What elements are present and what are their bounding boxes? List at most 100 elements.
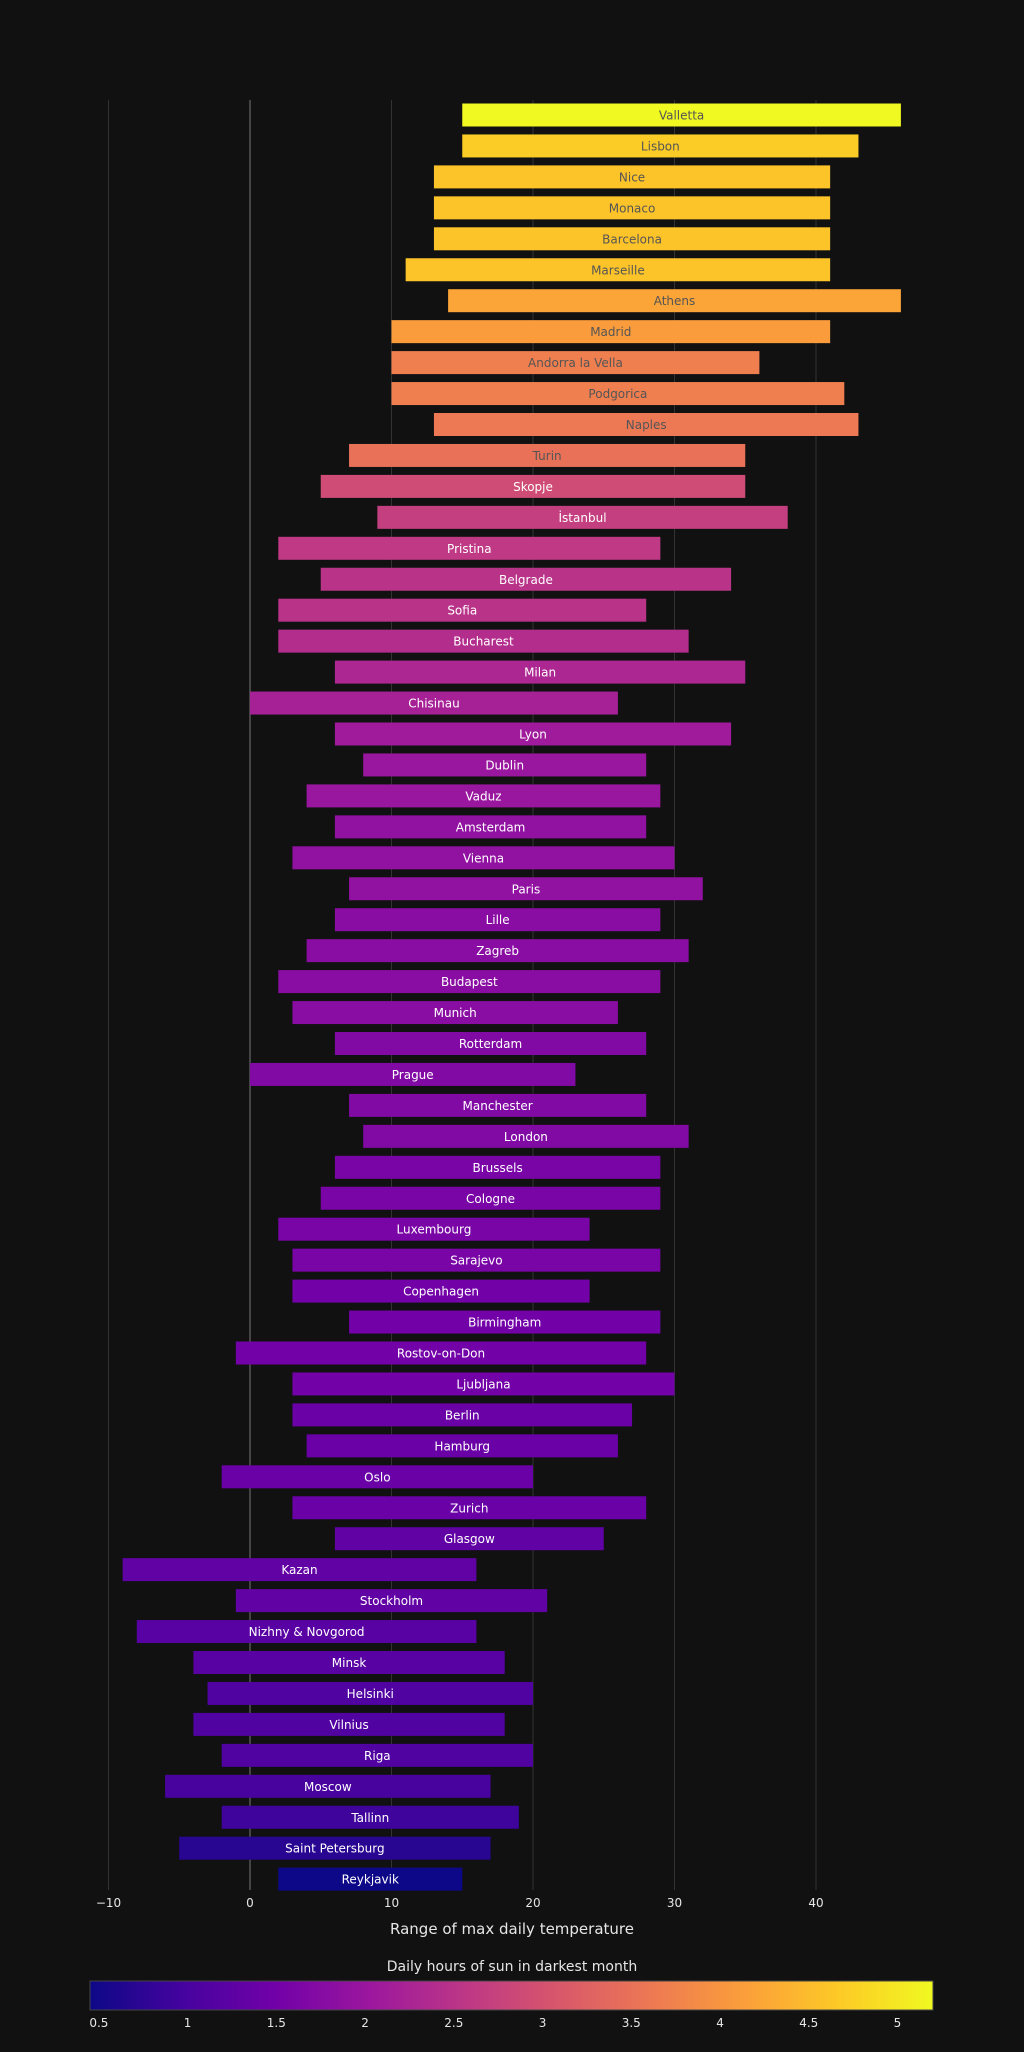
bar[interactable] [377, 505, 788, 529]
bar-label: Milan [524, 666, 556, 680]
bar[interactable] [448, 289, 901, 313]
bar[interactable] [320, 474, 746, 498]
colorbar-tick-label: 1 [184, 2016, 192, 2030]
bar[interactable] [405, 258, 831, 282]
colorbar-tick-label: 4 [716, 2016, 724, 2030]
bar-label: Barcelona [602, 232, 662, 246]
bar-label: Marseille [591, 263, 645, 277]
bar[interactable] [278, 598, 647, 622]
bar-group: Saint Petersburg [179, 1836, 491, 1860]
bar[interactable] [334, 1527, 604, 1551]
bar-label: Nice [619, 170, 645, 184]
bar-label: Vilnius [329, 1718, 368, 1732]
bar-group: Brussels [334, 1155, 661, 1179]
bar-group: Vienna [292, 846, 675, 870]
bar-label: Prague [392, 1068, 434, 1082]
bar-group: Milan [334, 660, 746, 684]
bar[interactable] [349, 1310, 661, 1334]
bar[interactable] [334, 1155, 661, 1179]
bar[interactable] [320, 1186, 661, 1210]
bar[interactable] [292, 1403, 633, 1427]
bar[interactable] [278, 1217, 590, 1241]
bar[interactable] [349, 877, 703, 901]
bar[interactable] [292, 1372, 675, 1396]
bar[interactable] [235, 1341, 647, 1365]
bar[interactable] [193, 1651, 505, 1674]
bar-group: Nice [433, 165, 831, 189]
bar[interactable] [334, 660, 746, 684]
bar[interactable] [193, 1712, 505, 1736]
bar[interactable] [292, 1248, 661, 1272]
bar[interactable] [179, 1836, 491, 1860]
bar[interactable] [136, 1620, 477, 1644]
bar[interactable] [334, 908, 661, 932]
bar[interactable] [278, 970, 661, 994]
bar-group: Oslo [221, 1465, 533, 1489]
bar[interactable] [278, 536, 661, 560]
bar-group: Hamburg [306, 1434, 618, 1458]
bar[interactable] [235, 1589, 548, 1613]
bar[interactable] [363, 753, 647, 777]
bar[interactable] [221, 1465, 533, 1489]
bar[interactable] [363, 1124, 689, 1148]
colorbar-ticks: 0.5 1 1.5 2 2.5 3 3.5 4 4.5 5 [89, 2016, 901, 2030]
bar[interactable] [292, 846, 675, 870]
bar[interactable] [433, 227, 831, 251]
bar-label: Vienna [463, 851, 504, 865]
bar-label: Luxembourg [397, 1223, 472, 1237]
bar-label: Oslo [364, 1470, 390, 1484]
bar-label: Andorra la Vella [528, 356, 623, 370]
bar[interactable] [250, 1062, 576, 1086]
bar[interactable] [391, 351, 760, 375]
colorbar-tick-label: 2.5 [444, 2016, 463, 2030]
bar[interactable] [334, 815, 647, 839]
bar-label: Hamburg [434, 1439, 490, 1453]
bars-layer: Valletta Lisbon Nice Monaco Barcelona Marseil… [122, 103, 901, 1891]
bar[interactable] [292, 1001, 618, 1025]
bar[interactable] [433, 196, 831, 220]
bar[interactable] [349, 443, 746, 467]
bar-label: Sofia [447, 604, 477, 618]
x-axis: −10 0 10 20 30 40 [96, 1896, 824, 1910]
bar[interactable] [433, 165, 831, 189]
bar[interactable] [207, 1681, 534, 1705]
bar[interactable] [334, 1032, 647, 1055]
bar-label: Helsinki [347, 1687, 394, 1701]
bar[interactable] [462, 103, 901, 127]
bar-label: Vaduz [465, 789, 501, 803]
bar[interactable] [221, 1743, 533, 1767]
bar[interactable] [306, 784, 661, 808]
bar-group: Lisbon [462, 134, 859, 158]
bar[interactable] [306, 1434, 618, 1458]
bar-group: Sarajevo [292, 1248, 661, 1272]
bar-label: Brussels [473, 1161, 523, 1175]
bar-label: Kazan [281, 1563, 317, 1577]
bar[interactable] [278, 1867, 463, 1891]
bar[interactable] [391, 382, 845, 406]
bar[interactable] [320, 567, 732, 591]
bar-group: Lyon [334, 722, 732, 746]
bar-group: Berlin [292, 1403, 633, 1427]
bar-label: Zagreb [476, 944, 519, 958]
bar-group: Dublin [363, 753, 647, 777]
bar[interactable] [391, 320, 831, 344]
bar[interactable] [278, 629, 689, 653]
bar[interactable] [433, 413, 859, 436]
bar[interactable] [221, 1805, 519, 1829]
bar-label: Manchester [463, 1099, 533, 1113]
bar-label: Reykjavik [342, 1873, 399, 1887]
bar[interactable] [292, 1496, 647, 1520]
bar-label: Birmingham [468, 1316, 541, 1330]
bar-label: Podgorica [588, 387, 647, 401]
bar-label: London [504, 1130, 548, 1144]
bar[interactable] [349, 1093, 647, 1117]
bar-group: Belgrade [320, 567, 732, 591]
bar-group: Zurich [292, 1496, 647, 1520]
bar[interactable] [250, 691, 618, 715]
bar[interactable] [165, 1774, 491, 1798]
bar[interactable] [292, 1279, 590, 1303]
bar[interactable] [122, 1558, 477, 1582]
bar[interactable] [334, 722, 732, 746]
bar[interactable] [306, 939, 689, 963]
bar[interactable] [462, 134, 859, 158]
